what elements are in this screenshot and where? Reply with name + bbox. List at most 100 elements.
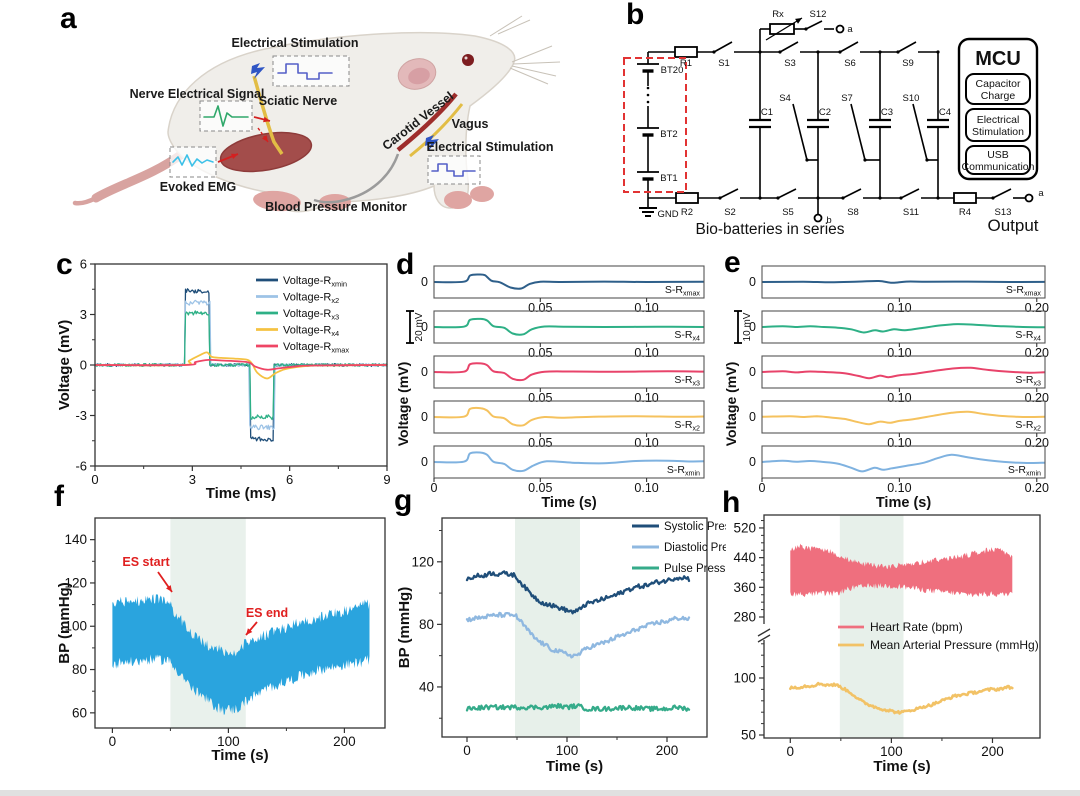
subplot-zero-label: 0	[749, 275, 756, 289]
axis-break-mark	[757, 634, 771, 643]
switch-blade	[897, 41, 917, 53]
arrow-head	[262, 135, 268, 142]
x-tick-label: 100	[217, 734, 240, 749]
trace-xmax	[433, 273, 705, 290]
y-tick-label: 120	[64, 575, 87, 590]
x-tick-label: 100	[556, 743, 579, 758]
bp-monitor-wire	[313, 153, 400, 204]
rat-hind-foot	[253, 190, 301, 212]
label-R4: R4	[959, 207, 971, 218]
y-axis-label: BP (mmHg)	[58, 582, 73, 663]
nerve-signal-waveform	[203, 105, 249, 127]
y-tick-label: 80	[419, 617, 434, 632]
x-tick-label: 0	[759, 481, 766, 495]
label-S10: S10	[903, 93, 920, 104]
axis-break-mark	[757, 628, 771, 637]
panel-letter-d: d	[396, 248, 415, 281]
trace-x4	[761, 323, 1046, 334]
label-R1: R1	[680, 58, 692, 69]
x-tick-label: 3	[189, 472, 196, 487]
vagus-nerve-line	[409, 103, 464, 158]
mcu-module-label: USB	[987, 149, 1009, 161]
legend-label: Diastolic Pressure	[664, 542, 726, 554]
rat-front-foot	[444, 191, 472, 209]
subplot-frame	[433, 265, 705, 299]
es-pulse-waveform	[277, 63, 333, 80]
label-terminal-b: b	[826, 215, 831, 226]
y-tick-label: 50	[741, 728, 756, 743]
y-tick-label: 0	[80, 358, 87, 373]
output-caption: Output	[987, 216, 1039, 235]
trace-x3	[761, 366, 1046, 380]
switch-blade	[850, 103, 866, 161]
trace-label: S-Rx4	[1015, 329, 1041, 343]
subplot-zero-label: 0	[421, 320, 428, 334]
lightning-bolt-icon	[251, 63, 265, 79]
label-S8: S8	[847, 207, 859, 218]
y-axis-label: Voltage (mV)	[398, 362, 411, 447]
legend-label: Voltage-Rxmax	[283, 341, 349, 355]
terminal-a-bottom	[1024, 193, 1034, 203]
label-GND: GND	[657, 209, 678, 220]
legend-label: Voltage-Rxmin	[283, 275, 347, 289]
rat-illustration-panel: Electrical Stimulation Nerve Electrical S…	[30, 2, 620, 247]
legend-label: Voltage-Rx2	[283, 292, 339, 306]
subplot-zero-label: 0	[421, 275, 428, 289]
trace-x2	[433, 406, 705, 427]
y-tick-label: -3	[75, 408, 87, 423]
arrow-head	[231, 153, 238, 159]
y-tick-label: 6	[80, 257, 87, 272]
subplot-frame	[761, 355, 1046, 389]
mcu-module-box	[965, 73, 1031, 105]
x-tick-label: 0.10	[887, 346, 911, 360]
subplot-frame	[761, 310, 1046, 344]
x-tick-label: 9	[383, 472, 390, 487]
subplot-frame	[761, 400, 1046, 434]
whisker	[489, 15, 523, 37]
subplot-frame	[433, 355, 705, 389]
label-S4: S4	[779, 93, 791, 104]
trace-label: S-Rx2	[674, 419, 700, 433]
x-axis-label: Time (s)	[546, 758, 603, 775]
label-S9: S9	[902, 58, 914, 69]
mcu-module-label: Electrical	[977, 114, 1020, 126]
y-tick-label: 100	[733, 671, 756, 686]
x-tick-label: 0.10	[887, 481, 911, 495]
trace-label: S-Rxmin	[667, 464, 700, 478]
panel-letter-b: b	[626, 0, 645, 31]
chart-c-svg: 0 3 6 9 -6 -3 0 3 6 Time (ms) Voltage (mV) Voltage-…	[58, 257, 391, 503]
x-tick-label: 0.10	[634, 436, 658, 450]
resistor	[675, 192, 699, 204]
series-diastolic-pressure	[465, 611, 691, 659]
heart-rate-band	[790, 543, 1013, 598]
arrow-line	[257, 127, 269, 143]
switch-blade	[912, 103, 928, 161]
panel-letter-h: h	[722, 486, 741, 519]
label-nerve-electrical-signal: Nerve Electrical Signal	[129, 87, 265, 101]
trace-label: S-Rxmax	[1006, 284, 1042, 298]
x-tick-label: 6	[286, 472, 293, 487]
label-blood-pressure-monitor: Blood Pressure Monitor	[265, 200, 407, 214]
es-waveform-box-right	[427, 155, 481, 185]
x-tick-label: 0	[109, 734, 117, 749]
label-S2: S2	[724, 207, 736, 218]
lightning-bolt-icon	[425, 135, 439, 151]
y-tick-label: 120	[411, 554, 434, 569]
ellipsis-dot	[646, 100, 650, 104]
subplot-frame	[433, 445, 705, 479]
switch-blade	[805, 20, 823, 30]
x-tick-label: 0.10	[887, 391, 911, 405]
legend-label: Pulse Pressure	[664, 563, 726, 575]
label-vagus: Vagus	[451, 117, 489, 131]
y-tick-label: 520	[733, 520, 756, 535]
x-tick-label: 0	[463, 743, 471, 758]
panel-letter-a: a	[60, 2, 77, 35]
sciatic-nerve-line	[252, 75, 284, 155]
switch-blade	[842, 188, 862, 199]
x-tick-label: 0.10	[887, 301, 911, 315]
subplot-zero-label: 0	[749, 455, 756, 469]
evoked-emg-box	[169, 146, 217, 178]
x-tick-label: 0.10	[887, 436, 911, 450]
